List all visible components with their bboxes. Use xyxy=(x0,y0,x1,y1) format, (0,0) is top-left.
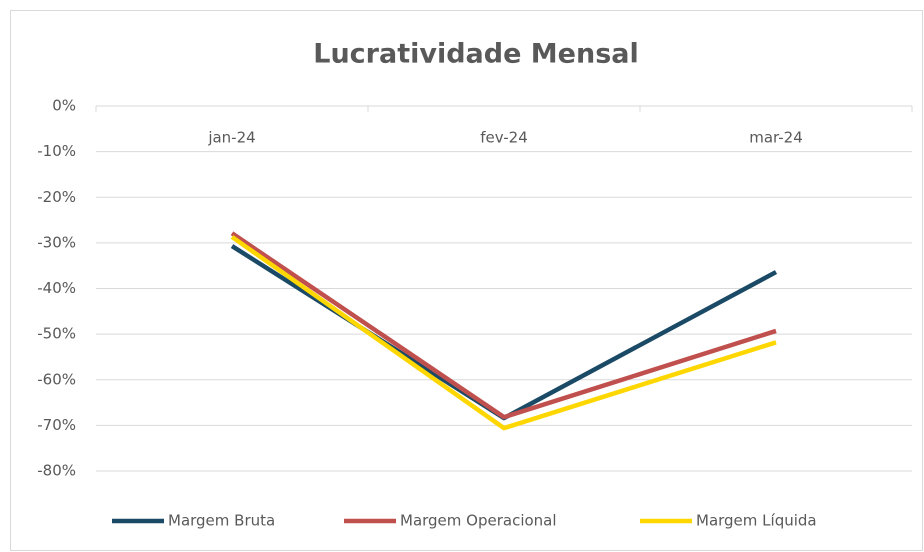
line-series xyxy=(230,235,777,431)
y-tick-label: -10% xyxy=(37,142,76,160)
y-tick-label: -80% xyxy=(37,462,76,480)
y-tick-label: 0% xyxy=(52,97,76,115)
y-tick-label: -70% xyxy=(37,416,76,434)
legend-label: Margem Bruta xyxy=(168,512,275,530)
y-tick-label: -20% xyxy=(37,188,76,206)
x-tick-label: jan-24 xyxy=(207,129,255,147)
x-tick-label: fev-24 xyxy=(480,129,527,147)
chart-border xyxy=(10,10,923,551)
y-tick-label: -40% xyxy=(37,279,76,297)
legend-label: Margem Operacional xyxy=(400,512,557,530)
y-tick-label: -30% xyxy=(37,233,76,251)
legend-label: Margem Líquida xyxy=(696,512,817,530)
x-tick-label: mar-24 xyxy=(749,129,803,147)
y-tick-label: -60% xyxy=(37,370,76,388)
line-series xyxy=(230,231,777,420)
y-tick-label: -50% xyxy=(37,325,76,343)
chart-title: Lucratividade Mensal xyxy=(313,39,639,70)
